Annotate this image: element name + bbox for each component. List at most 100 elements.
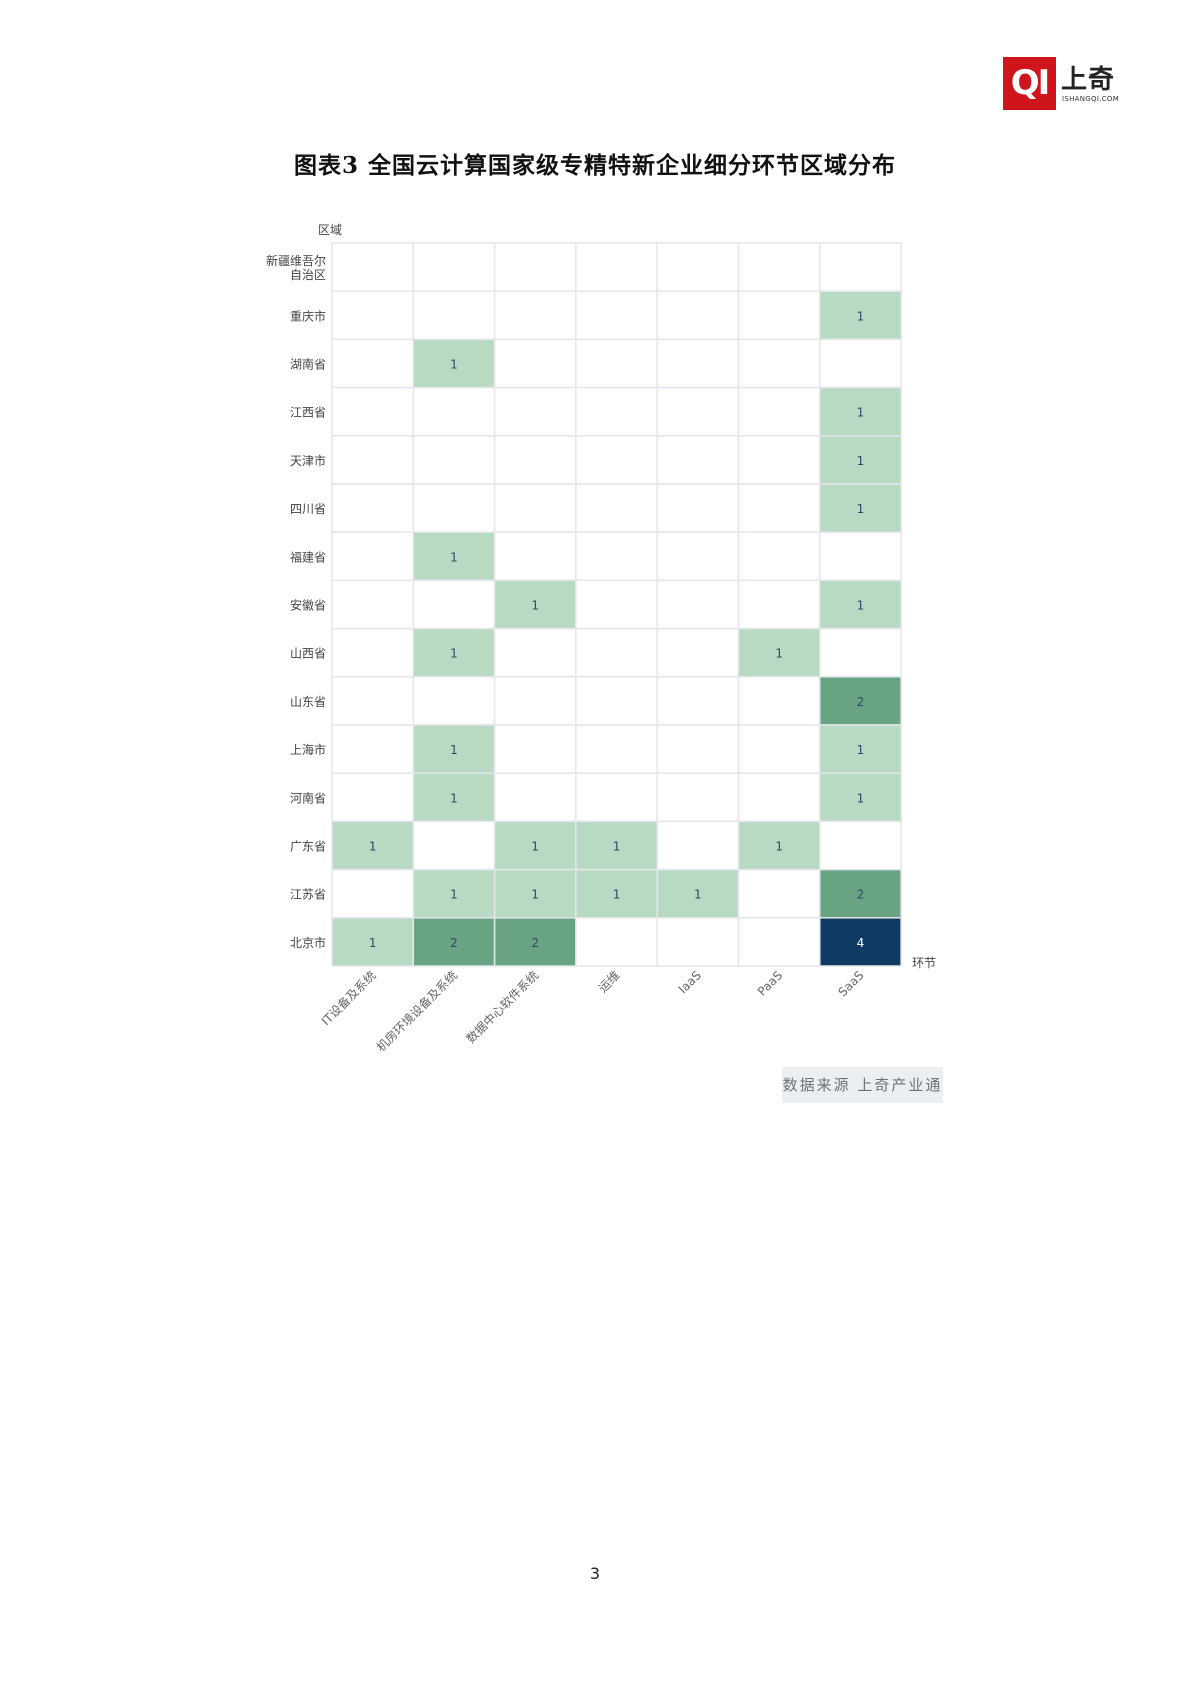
heatmap-cell: [656, 820, 740, 871]
heatmap-cell: [575, 772, 658, 823]
y-tick-label: 天津市: [290, 453, 326, 468]
cell-value-label: 1: [450, 743, 458, 757]
heatmap-cell: [819, 627, 902, 678]
y-tick-label: 新疆维吾尔: [266, 253, 326, 268]
heatmap-cell: [331, 435, 415, 485]
heatmap-cell: [331, 627, 415, 678]
heatmap-cell: [575, 338, 658, 389]
heatmap-cell: [656, 917, 740, 967]
heatmap-cell: [493, 820, 577, 871]
cell-value-label: 1: [857, 599, 865, 613]
heatmap-cell: [737, 338, 821, 389]
y-tick-label: 自治区: [290, 268, 326, 282]
logo-chinese-text: 上奇: [1061, 65, 1116, 95]
cell-value-label: 1: [450, 791, 458, 805]
x-axis-title: 环节: [912, 956, 936, 970]
cell-value-label: 1: [369, 936, 377, 950]
y-tick-label: 四川省: [290, 502, 326, 516]
cell-value-label: 1: [857, 406, 865, 420]
heatmap-cell: [819, 820, 902, 871]
heatmap-cell: [819, 917, 902, 967]
heatmap-cell: [819, 868, 902, 919]
y-tick-label: 北京市: [290, 935, 326, 950]
brand-logo: QI 上奇 ISHANGQI.COM: [1003, 55, 1143, 110]
heatmap-cell: [331, 483, 415, 533]
cell-value-label: 1: [531, 888, 539, 902]
heatmap-cell: [819, 435, 902, 485]
heatmap-cell: [819, 772, 902, 823]
heatmap-cell: [331, 579, 415, 630]
heatmap-cell: [575, 820, 658, 871]
x-tick-label: IT设备及系统: [319, 968, 379, 1028]
y-tick-label: 重庆市: [290, 308, 326, 323]
x-tick-label: PaaS: [755, 968, 785, 998]
cell-value-label: 2: [857, 695, 865, 709]
cell-value-label: 1: [613, 888, 621, 902]
heatmap-cell: [331, 676, 415, 726]
heatmap-cell: [737, 724, 821, 774]
cell-value-label: 1: [857, 791, 865, 805]
heatmap-cell: [656, 242, 740, 292]
heatmap-chart: 1 1 1 1 1 1 1 1 1 1 2 1 1 1 1 1 1 1 1 1 1 1 1 2 1 2 2 4 新疆维吾尔自治区重庆市湖…: [266, 223, 936, 1055]
cell-value-label: 2: [450, 936, 458, 950]
heatmap-cell: [737, 531, 821, 582]
heatmap-cell: [819, 386, 902, 437]
cell-value-label: 1: [857, 309, 865, 323]
x-tick-label: 机房环境设备及系统: [373, 968, 460, 1055]
heatmap-cell: [331, 386, 415, 437]
heatmap-cell: [737, 627, 821, 678]
heatmap-cell: [493, 435, 577, 485]
figure-title: 图表3 全国云计算国家级专精特新企业细分环节区域分布: [293, 152, 896, 179]
heatmap-cell: [493, 483, 577, 533]
cell-value-label: 1: [450, 550, 458, 564]
heatmap-cell: [656, 627, 740, 678]
heatmap-cell: [331, 242, 415, 292]
cell-value-label: 1: [857, 454, 865, 468]
heatmap-cell: [493, 917, 577, 967]
heatmap-cell: [819, 531, 902, 582]
cell-value-label: 1: [531, 840, 539, 854]
heatmap-cell: [412, 386, 496, 437]
heatmap-cell: [737, 435, 821, 485]
y-tick-label: 福建省: [290, 549, 326, 564]
y-tick-label: 湖南省: [290, 357, 326, 372]
cell-value-label: 1: [857, 743, 865, 757]
heatmap-cell: [819, 483, 902, 533]
heatmap-cell: [819, 242, 902, 292]
heatmap-cell: [575, 386, 658, 437]
heatmap-cell: [737, 820, 821, 871]
cell-value-label: 1: [450, 888, 458, 902]
heatmap-cell: [331, 531, 415, 582]
heatmap-cell: [737, 242, 821, 292]
heatmap-cell: [412, 531, 496, 582]
heatmap-cell: [331, 820, 415, 871]
cell-value-label: 1: [775, 840, 783, 854]
cell-value-label: 1: [369, 840, 377, 854]
cell-value-label: 1: [857, 502, 865, 516]
heatmap-cell: [575, 724, 658, 774]
heatmap-cell: [331, 772, 415, 823]
page-number: 3: [589, 1564, 601, 1583]
logo-mark-icon: QI: [1003, 57, 1056, 110]
y-tick-label: 山西省: [290, 647, 326, 661]
data-source-label: 数据来源 上奇产业通: [782, 1067, 943, 1103]
heatmap-cell: [331, 868, 415, 919]
heatmap-cell: [656, 676, 740, 726]
heatmap-cell: [656, 435, 740, 485]
heatmap-cell: [493, 290, 577, 341]
heatmap-cell: [575, 676, 658, 726]
heatmap-cell: [575, 290, 658, 341]
heatmap-cell: [656, 531, 740, 582]
x-tick-label: 运维: [596, 968, 623, 995]
heatmap-cell: [737, 676, 821, 726]
heatmap-cell: [412, 579, 496, 630]
heatmap-cell: [493, 531, 577, 582]
heatmap-cell: [819, 338, 902, 389]
logo-english-text: ISHANGQI.COM: [1062, 95, 1120, 103]
heatmap-cell: [575, 483, 658, 533]
heatmap-cell: [575, 242, 658, 292]
heatmap-cell: [656, 338, 740, 389]
heatmap-cell: [737, 483, 821, 533]
cell-value-label: 2: [857, 888, 865, 902]
heatmap-cell: [412, 435, 496, 485]
